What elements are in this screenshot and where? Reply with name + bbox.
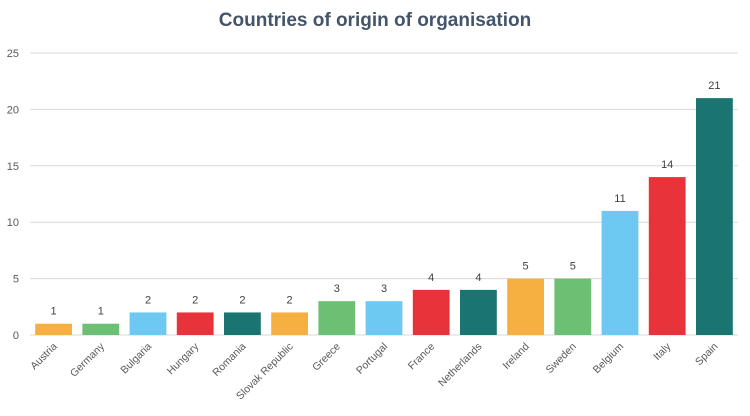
x-tick-label: Ireland	[501, 341, 532, 372]
data-label: 4	[475, 272, 481, 284]
bar	[271, 312, 309, 335]
data-label: 1	[51, 306, 57, 318]
chart-title: Countries of origin of organisation	[218, 10, 532, 31]
x-tick-label: Italy	[651, 340, 674, 363]
bar	[318, 301, 356, 335]
data-label: 2	[287, 294, 293, 306]
x-tick-label: Sweden	[544, 341, 579, 376]
x-axis-categories: Austria Germany Bulgaria Hungary RomaniaSlov…	[28, 340, 721, 402]
data-label: 2	[145, 294, 151, 306]
bar	[459, 289, 497, 335]
bar	[695, 98, 733, 336]
x-tick-label: Belgium	[591, 340, 626, 375]
data-label: 11	[614, 193, 625, 205]
data-label: 2	[239, 294, 245, 306]
data-label: 14	[661, 159, 673, 171]
y-tick-label: 0	[13, 330, 19, 342]
data-label: 2	[192, 294, 198, 306]
bar	[554, 278, 592, 335]
bar	[412, 289, 450, 335]
bar	[35, 323, 73, 335]
x-tick-label: Austria	[28, 341, 60, 373]
y-tick-label: 20	[7, 104, 19, 116]
x-tick-label: France	[406, 341, 438, 373]
data-label: 1	[98, 306, 104, 318]
data-label: 3	[334, 283, 340, 295]
data-label: 21	[708, 80, 720, 92]
data-label: 5	[570, 261, 576, 273]
x-tick-label: Hungary	[165, 340, 202, 377]
y-axis-ticks: 0 5 10 15 20 25	[7, 48, 19, 342]
x-tick-label: Bulgaria	[118, 341, 154, 377]
data-label: 4	[428, 272, 434, 284]
y-tick-label: 5	[13, 274, 19, 286]
bar	[82, 323, 120, 335]
data-label: 3	[381, 283, 387, 295]
bar	[223, 312, 261, 335]
data-label: 5	[523, 261, 529, 273]
x-tick-label: Germany	[68, 340, 108, 380]
y-tick-label: 25	[7, 48, 19, 60]
bar	[507, 278, 545, 335]
x-tick-label: Romania	[210, 341, 248, 379]
x-tick-label: Greece	[310, 341, 343, 374]
y-tick-label: 15	[7, 161, 19, 173]
x-tick-label: Portugal	[354, 341, 390, 377]
bar	[648, 177, 686, 335]
bars	[35, 98, 733, 336]
x-tick-label: Netherlands	[436, 341, 485, 390]
bar	[601, 210, 639, 335]
bar	[365, 301, 403, 335]
bar	[129, 312, 167, 335]
y-tick-label: 10	[7, 217, 19, 229]
bar	[176, 312, 214, 335]
x-tick-label: Spain	[693, 341, 721, 369]
